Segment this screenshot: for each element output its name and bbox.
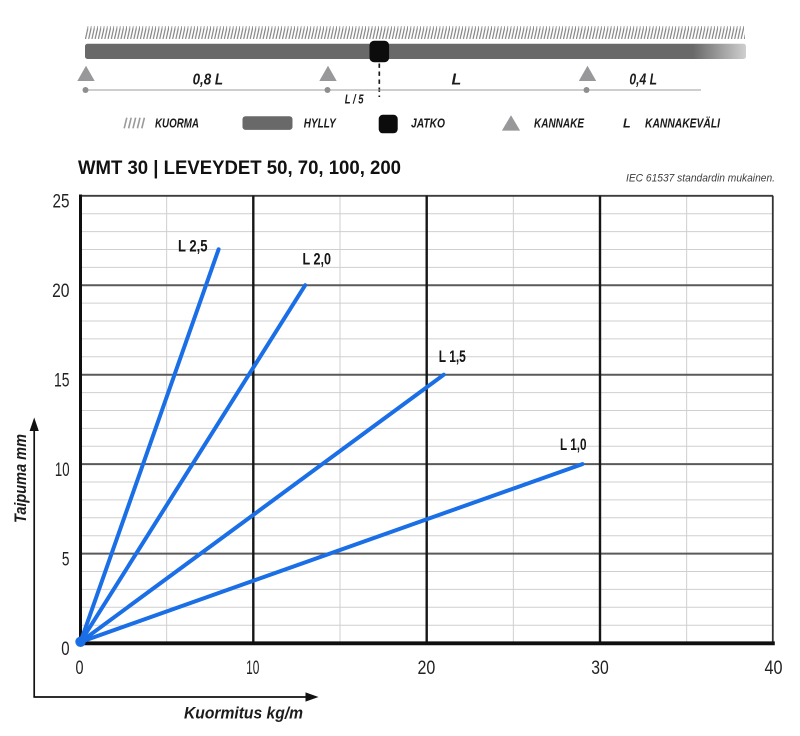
svg-text:KUORMA: KUORMA [155,116,199,130]
svg-text:L / 5: L / 5 [345,92,364,107]
svg-text:15: 15 [54,371,70,392]
svg-text:L: L [623,116,631,130]
svg-text:40: 40 [765,658,783,679]
svg-text:0: 0 [61,639,69,660]
svg-text:20: 20 [52,281,69,302]
svg-text:L 1,5: L 1,5 [439,348,466,366]
svg-text:HYLLY: HYLLY [304,116,337,130]
svg-text:10: 10 [55,460,70,481]
svg-text:25: 25 [53,192,70,213]
svg-text:0,8 L: 0,8 L [193,72,224,89]
svg-text:Taipuma mm: Taipuma mm [12,434,30,523]
svg-text:L 2,5: L 2,5 [178,238,208,256]
svg-text:WMT 30 | LEVEYDET 50, 70, 100,: WMT 30 | LEVEYDET 50, 70, 100, 200 [78,157,401,179]
svg-text:JATKO: JATKO [411,116,445,130]
svg-text:KANNAKEVÄLI: KANNAKEVÄLI [645,115,720,130]
svg-text:KANNAKE: KANNAKE [534,116,585,130]
svg-text:0: 0 [76,658,84,679]
svg-text:10: 10 [246,658,259,679]
svg-text:20: 20 [418,658,436,679]
svg-text:0,4 L: 0,4 L [629,72,657,89]
svg-text:Kuormitus kg/m: Kuormitus kg/m [184,705,303,723]
svg-text:30: 30 [591,658,609,679]
svg-text:L: L [452,72,462,89]
svg-text:IEC 61537 standardin mukainen.: IEC 61537 standardin mukainen. [626,173,775,185]
svg-text:L 2,0: L 2,0 [303,251,332,269]
svg-text:L 1,0: L 1,0 [560,436,587,454]
svg-text:5: 5 [62,550,70,571]
